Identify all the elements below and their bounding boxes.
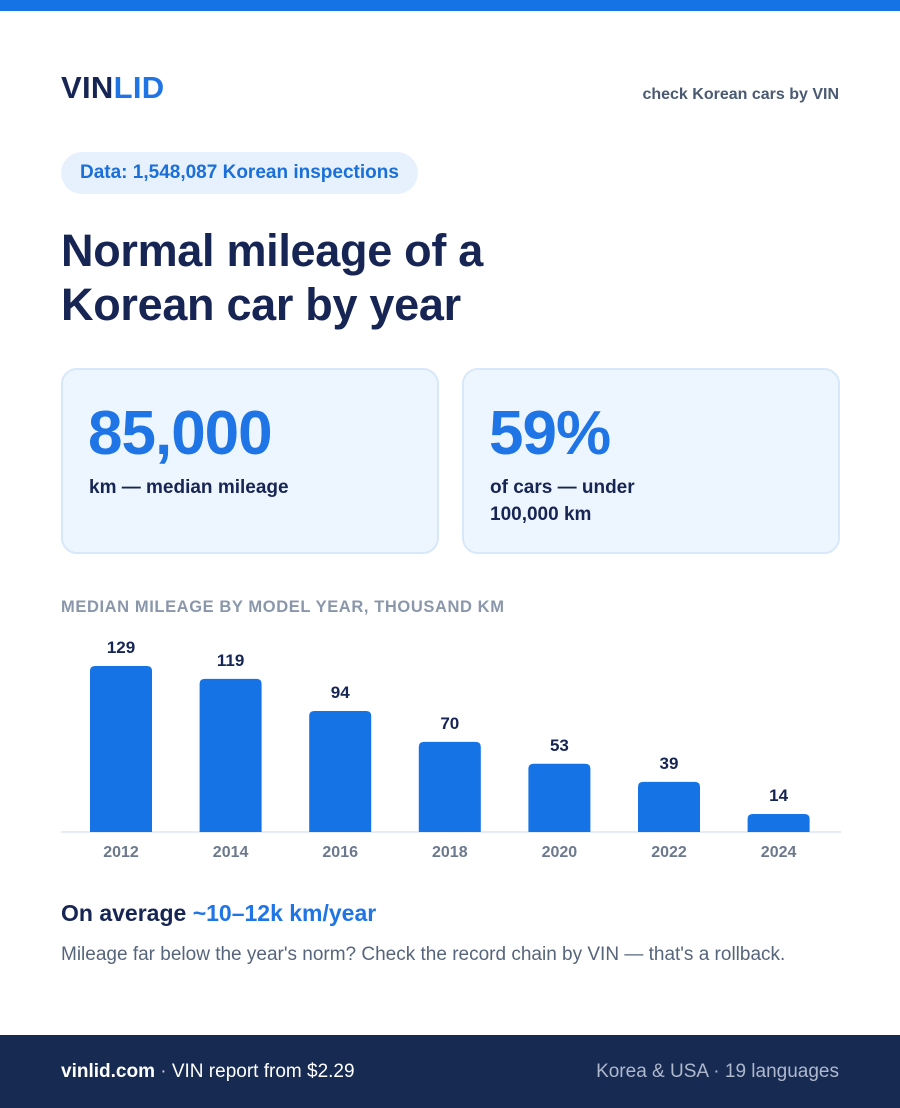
logo[interactable]: VINLID [61, 70, 164, 106]
chart-title: MEDIAN MILEAGE BY MODEL YEAR, THOUSAND K… [61, 598, 505, 616]
value-label-2016: 94 [331, 683, 350, 702]
value-label-2022: 39 [660, 754, 679, 773]
average-highlight: ~10–12k km/year [192, 900, 377, 926]
footer: vinlid.com · VIN report from $2.29 Korea… [0, 1035, 900, 1108]
x-tick-label-2022: 2022 [651, 844, 687, 861]
x-tick-label-2020: 2020 [542, 844, 578, 861]
footer-left: vinlid.com · VIN report from $2.29 [61, 1061, 355, 1083]
footer-separator: · [154, 1061, 172, 1082]
average-summary: On average ~10–12k km/year [61, 900, 376, 927]
data-source-badge: Data: 1,548,087 Korean inspections [61, 152, 418, 194]
stat-value: 59% [489, 399, 611, 468]
x-tick-label-2016: 2016 [322, 844, 358, 861]
x-tick-label-2024: 2024 [761, 844, 797, 861]
bar-2020 [528, 763, 591, 832]
footer-site-link[interactable]: vinlid.com [61, 1061, 155, 1082]
value-label-2018: 70 [440, 714, 459, 733]
bar-2022 [638, 781, 700, 832]
value-label-2024: 14 [769, 786, 788, 805]
stat-label: km — median mileage [89, 477, 289, 498]
stat-label: of cars — under 100,000 km [490, 477, 635, 525]
bar-2014 [199, 678, 262, 832]
rollback-note: Mileage far below the year's norm? Check… [61, 944, 786, 965]
bar-2024 [747, 813, 810, 832]
bar-2012 [90, 666, 152, 832]
x-tick-label-2012: 2012 [103, 844, 139, 861]
value-label-2014: 119 [217, 651, 244, 670]
footer-offer: VIN report from $2.29 [171, 1061, 355, 1082]
logo-text-lid: LID [113, 70, 165, 105]
tagline: check Korean cars by VIN [642, 86, 839, 103]
page-title: Normal mileage of a Korean car by year [61, 225, 483, 330]
top-accent-bar [0, 0, 900, 11]
stat-card-share-under-100k: 59% of cars — under 100,000 km [462, 368, 840, 554]
value-label-2020: 53 [550, 736, 569, 755]
stat-card-median-mileage: 85,000 km — median mileage [61, 368, 439, 554]
stat-value: 85,000 [88, 399, 273, 468]
bar-2018 [418, 741, 481, 832]
footer-coverage: Korea & USA · 19 languages [596, 1061, 839, 1082]
x-tick-label-2018: 2018 [432, 844, 468, 861]
logo-text-vin: VIN [61, 70, 114, 105]
value-label-2012: 129 [107, 638, 135, 657]
bar-2016 [309, 711, 372, 832]
x-tick-label-2014: 2014 [213, 844, 249, 861]
bar-chart: 129 2012 119 2014 94 2016 70 2018 53 2020 39 2022 14… [61, 638, 841, 861]
average-prefix: On average [61, 900, 193, 926]
